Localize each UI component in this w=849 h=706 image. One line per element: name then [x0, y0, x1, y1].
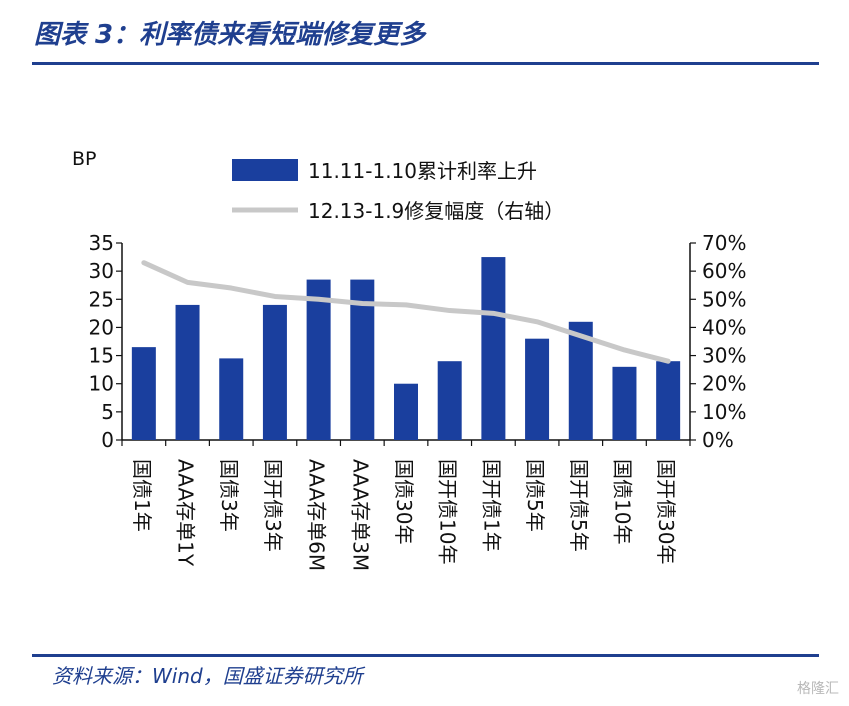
bar [262, 304, 287, 440]
bar [131, 347, 156, 440]
left-tick-label: 10 [89, 372, 114, 396]
x-tick-label: AAA存单6M [305, 459, 329, 571]
right-tick-label: 30% [702, 344, 746, 368]
bar [437, 361, 462, 440]
legend-bar-label: 11.11-1.10累计利率上升 [308, 159, 537, 183]
right-tick-label: 0% [702, 428, 734, 452]
left-axis: BP 0 5 10 15 20 25 30 35 [72, 148, 691, 452]
x-axis-labels: 国债1年 AAA存单1Y 国债3年 国开债3年 AAA存单6M AAA存单3M 国债30年国… [130, 459, 678, 571]
left-tick-label: 35 [89, 231, 114, 255]
bar [350, 279, 375, 440]
x-tick-label: 国开债5年 [567, 459, 591, 552]
x-tick-label: 国开债3年 [261, 459, 285, 552]
legend-bar-swatch [232, 159, 298, 181]
right-axis: 0% 10% 20% 30% 40% 50% 60% 70% [689, 231, 746, 452]
chart: 11.11-1.10累计利率上升 12.13-1.9修复幅度（右轴） BP 0 5 10… [72, 148, 746, 571]
left-tick-label: 20 [89, 315, 114, 339]
bar [175, 304, 200, 440]
right-tick-label: 70% [702, 231, 746, 255]
x-tick-label: 国债3年 [217, 459, 241, 532]
bar [219, 358, 244, 440]
left-tick-label: 30 [89, 259, 114, 283]
left-tick-label: 15 [89, 344, 114, 368]
x-tick-label: 国开债30年 [654, 459, 678, 564]
x-tick-label: 国债30年 [392, 459, 416, 544]
x-tick-label: 国开债1年 [479, 459, 503, 552]
line-series [141, 260, 671, 364]
source-divider [32, 654, 819, 657]
line-series-path [141, 260, 671, 364]
source-note: 资料来源：Wind，国盛证券研究所 [52, 664, 363, 688]
right-tick-label: 40% [702, 315, 746, 339]
x-tick-label: 国债1年 [130, 459, 154, 532]
x-tick-label: 国债5年 [523, 459, 547, 532]
bar [525, 338, 550, 440]
left-tick-label: 25 [89, 287, 114, 311]
bar [612, 366, 637, 440]
bars [131, 257, 681, 440]
title-divider [32, 62, 819, 65]
x-tick-label: AAA存单1Y [174, 459, 198, 567]
right-tick-label: 10% [702, 400, 746, 424]
x-tick-label: 国债10年 [610, 459, 634, 544]
bar [394, 383, 418, 440]
bar [656, 361, 681, 440]
left-tick-label: 0 [101, 428, 114, 452]
right-tick-label: 60% [702, 259, 746, 283]
legend: 11.11-1.10累计利率上升 12.13-1.9修复幅度（右轴） [232, 159, 564, 223]
right-tick-label: 50% [702, 287, 746, 311]
legend-line-label: 12.13-1.9修复幅度（右轴） [308, 199, 564, 223]
bar [306, 279, 331, 440]
y-axis-label: BP [72, 148, 97, 170]
bar [481, 257, 506, 440]
bar [568, 321, 593, 440]
right-tick-label: 20% [702, 372, 746, 396]
watermark: 格隆汇 [797, 681, 839, 697]
chart-title: 图表 3：利率债来看短端修复更多 [34, 20, 426, 50]
left-tick-label: 5 [101, 400, 114, 424]
x-tick-label: 国开债10年 [436, 459, 460, 564]
x-tick-label: AAA存单3M [348, 459, 372, 571]
